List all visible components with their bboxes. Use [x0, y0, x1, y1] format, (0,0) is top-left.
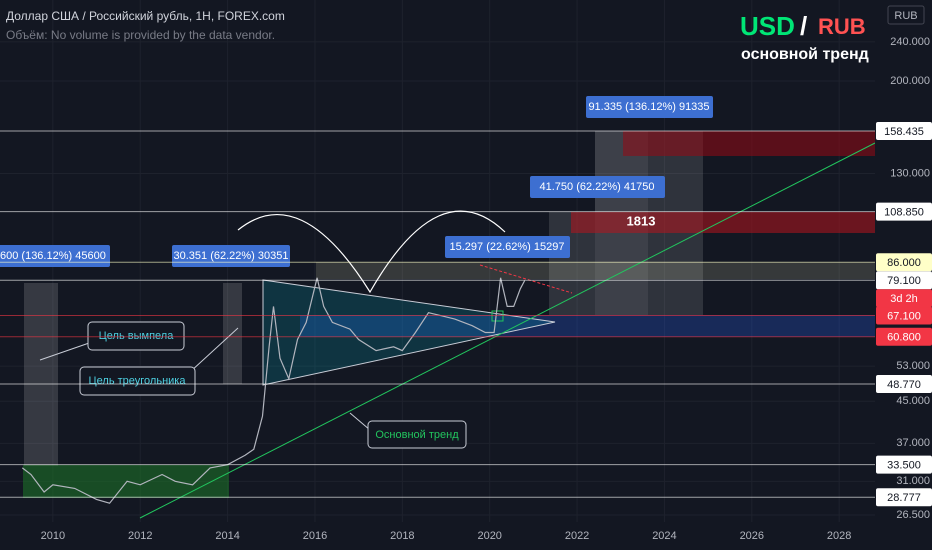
- measure-box: [445, 236, 570, 258]
- callout-box: [87, 321, 185, 351]
- y-tick-label: 53.000: [896, 360, 930, 372]
- y-tick-label: 26.500: [896, 509, 930, 521]
- measure-box: [586, 96, 713, 118]
- y-tick-label: 240.000: [890, 36, 930, 48]
- measure-label: 600 (136.12%) 45600: [0, 250, 106, 262]
- unit-box: [887, 5, 925, 25]
- countdown-label: 3d 2h: [890, 293, 918, 305]
- level-box: [876, 488, 932, 507]
- level-label: 48.770: [887, 379, 921, 391]
- level-box: [876, 306, 932, 325]
- measure-label: 41.750 (62.22%) 41750: [540, 181, 655, 193]
- trend-line: [139, 142, 876, 519]
- callout-line: [39, 341, 93, 361]
- level-box: [876, 455, 932, 474]
- level-label: 67.100: [887, 310, 921, 322]
- measure-label: 30.351 (62.22%) 30351: [174, 250, 289, 262]
- y-tick-label: 37.000: [896, 437, 930, 449]
- triangle: [262, 279, 556, 386]
- price-line: [21, 277, 526, 504]
- badge-caption: основной тренд: [741, 46, 869, 63]
- unit-label: RUB: [894, 10, 917, 22]
- x-tick-label: 2010: [41, 530, 65, 542]
- axis: 240.000 200.000 130.000 53.000 45.000 37.000 3…: [41, 36, 932, 542]
- plot: [0, 130, 875, 504]
- level-box: [876, 202, 932, 221]
- x-tick-label: 2018: [390, 530, 414, 542]
- level-label: 33.500: [887, 460, 921, 472]
- x-tick-label: 2014: [215, 530, 239, 542]
- measure-box: [530, 176, 665, 198]
- level-box: [876, 122, 932, 141]
- level-label: 158.435: [884, 126, 924, 138]
- x-tick-label: 2016: [303, 530, 327, 542]
- x-tick-label: 2020: [477, 530, 501, 542]
- support-zone: [300, 315, 875, 337]
- callout-text: Основной тренд: [375, 429, 459, 441]
- chart-title: Доллар США / Российский рубль, 1H, FOREX…: [6, 9, 285, 23]
- x-tick-label: 2022: [565, 530, 589, 542]
- countdown-box: [876, 289, 932, 308]
- callout-line: [189, 327, 239, 373]
- bars-count: 1813: [627, 213, 656, 228]
- callout-box: [367, 420, 467, 449]
- level-box: [876, 253, 932, 272]
- callout-line: [349, 412, 371, 431]
- time-axis: [0, 522, 875, 550]
- measure-box: [0, 245, 110, 267]
- level-box: [876, 375, 932, 394]
- measure-label: 15.297 (22.62%) 15297: [450, 241, 565, 253]
- target-zone: [623, 131, 875, 156]
- resistance-zone: [316, 262, 875, 279]
- range-band: [24, 283, 58, 466]
- level-label: 108.850: [884, 207, 924, 219]
- volume-note: Объём: No volume is provided by the data…: [6, 28, 275, 42]
- x-tick-label: 2028: [827, 530, 851, 542]
- y-tick-label: 31.000: [896, 475, 930, 487]
- callout-text: Цель треугольника: [89, 375, 187, 387]
- y-tick-label: 130.000: [890, 167, 930, 179]
- level-label: 60.800: [887, 332, 921, 344]
- level-label: 79.100: [887, 275, 921, 287]
- x-tick-label: 2024: [652, 530, 676, 542]
- x-tick-label: 2012: [128, 530, 152, 542]
- y-tick-label: 200.000: [890, 75, 930, 87]
- badge-base: USD: [740, 11, 795, 41]
- target-zone: [571, 212, 875, 233]
- level-box: [876, 271, 932, 290]
- badge-slash: /: [800, 11, 807, 41]
- trend-line: [479, 264, 573, 294]
- badge-quote: RUB: [818, 14, 866, 39]
- measure-box: [172, 245, 290, 267]
- measure-label: 91.335 (136.12%) 91335: [588, 101, 709, 113]
- level-label: 28.777: [887, 492, 921, 504]
- base-zone: [23, 465, 229, 498]
- x-tick-label: 2026: [740, 530, 764, 542]
- callout-text: Цель вымпела: [99, 330, 175, 342]
- callout-box: [79, 366, 196, 396]
- level-box: [876, 327, 932, 346]
- y-tick-label: 45.000: [896, 395, 930, 407]
- level-label: 86.000: [887, 257, 921, 269]
